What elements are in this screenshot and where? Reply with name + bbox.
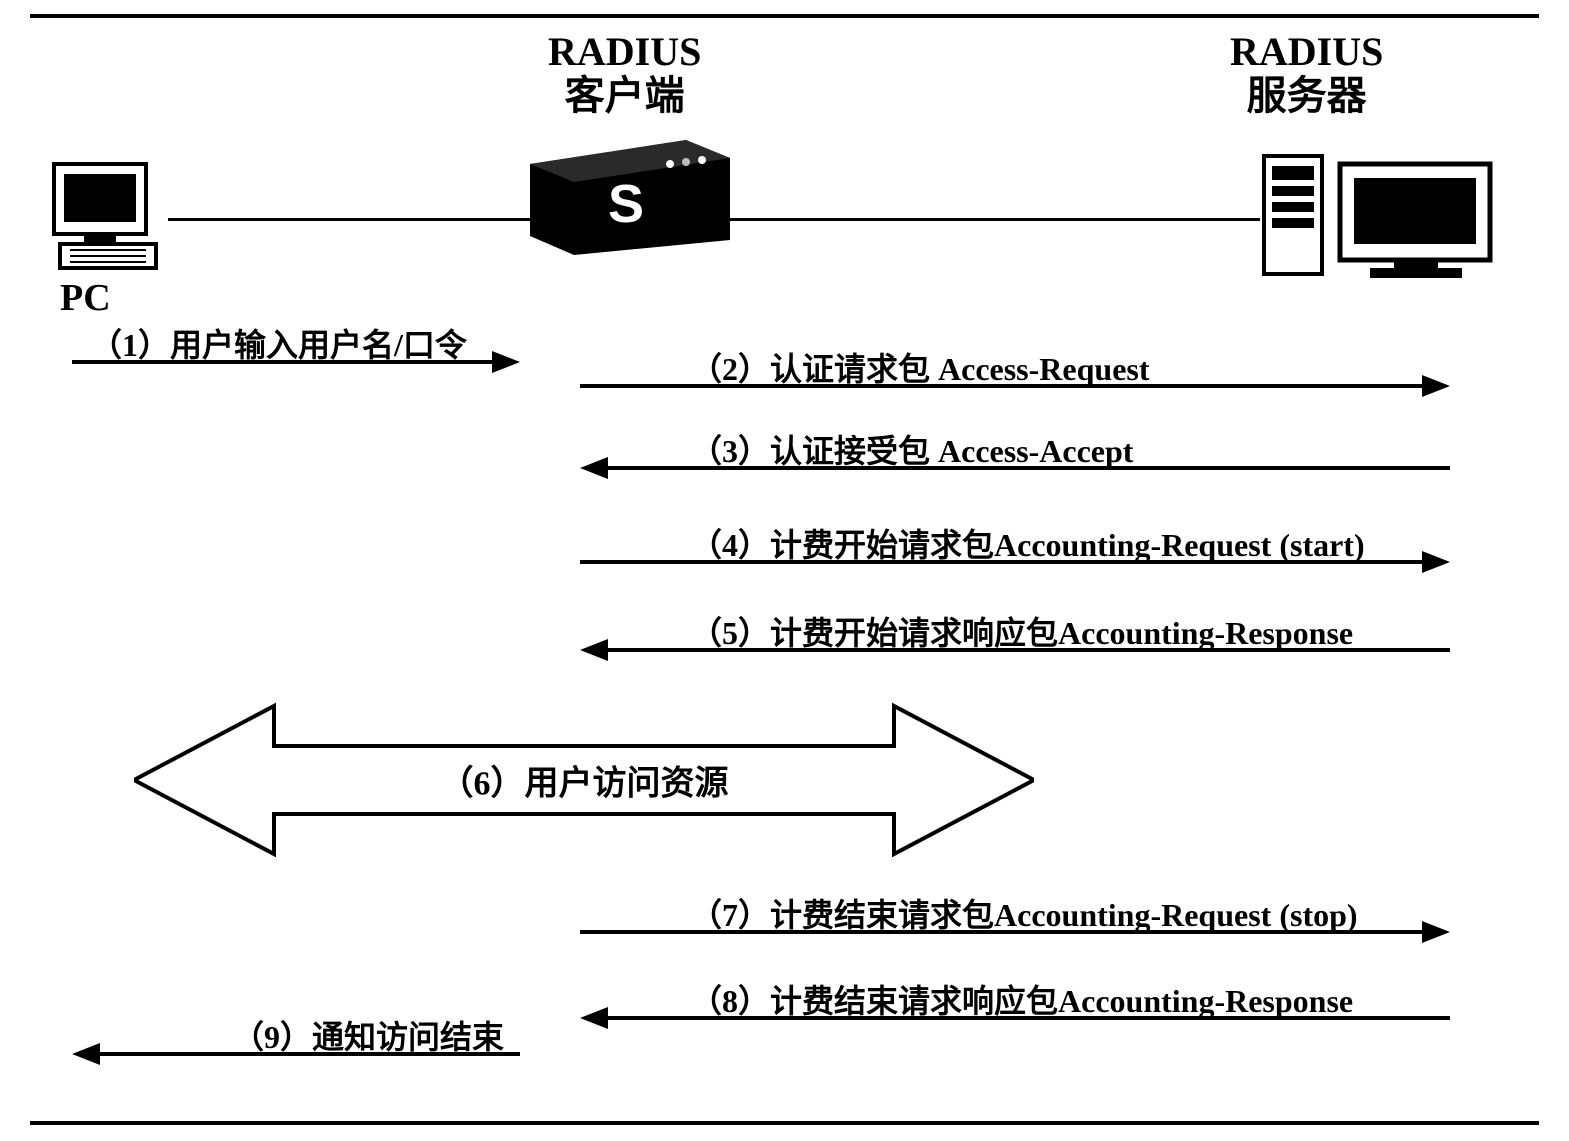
top-rule (30, 14, 1539, 18)
router-icon: S (530, 140, 730, 255)
server-icon (1260, 150, 1500, 280)
radius-client-label-line1: RADIUS (548, 29, 701, 74)
msg-5-head (580, 639, 608, 661)
svg-text:S: S (608, 174, 644, 234)
msg-2-head (1422, 375, 1450, 397)
msg-7-line (580, 930, 1422, 934)
radius-server-label-line2: 服务器 (1247, 73, 1367, 118)
radius-client-label: RADIUS 客户端 (548, 30, 701, 118)
radius-server-label-line1: RADIUS (1230, 29, 1383, 74)
pc-label: PC (60, 278, 111, 320)
msg-7-head (1422, 921, 1450, 943)
msg-2-line (580, 384, 1422, 388)
diagram-frame: PC RADIUS 客户端 S RADIUS 服务器 (0, 0, 1569, 1141)
msg-1-line (72, 360, 492, 364)
msg-4-head (1422, 551, 1450, 573)
msg-3-line (608, 466, 1450, 470)
msg-8-head (580, 1007, 608, 1029)
msg-6-label: （6）用户访问资源 (134, 756, 1034, 805)
msg-9-line (100, 1052, 520, 1056)
msg-4-line (580, 560, 1422, 564)
radius-client-label-line2: 客户端 (565, 73, 685, 118)
radius-server-label: RADIUS 服务器 (1230, 30, 1383, 118)
link-client-server (730, 218, 1260, 221)
pc-icon (48, 160, 168, 275)
msg-8-line (608, 1016, 1450, 1020)
link-pc-client (168, 218, 530, 221)
msg-6-double-arrow: （6）用户访问资源 (134, 700, 1034, 860)
msg-3-head (580, 457, 608, 479)
msg-5-line (608, 648, 1450, 652)
bottom-rule (30, 1121, 1539, 1125)
msg-9-head (72, 1043, 100, 1065)
msg-1-head (492, 351, 520, 373)
